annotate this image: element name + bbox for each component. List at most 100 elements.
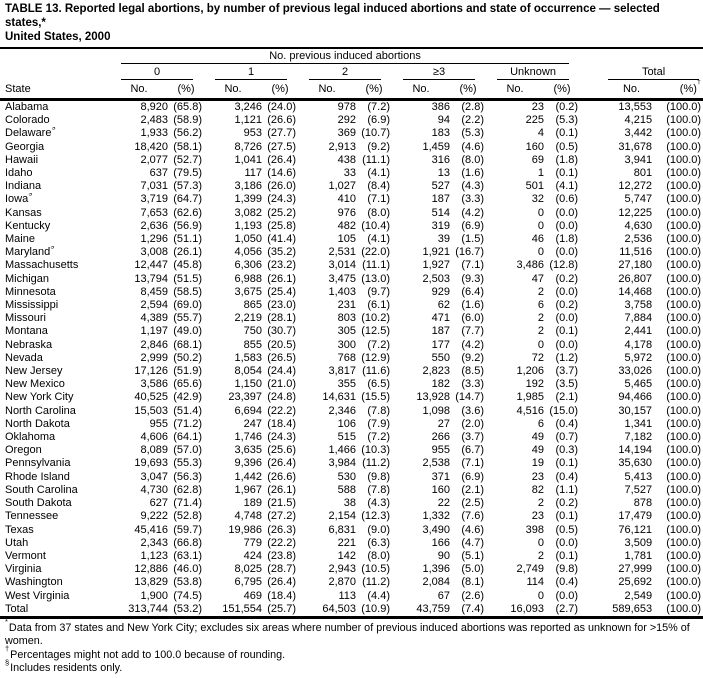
num-cell: 231 xyxy=(337,299,356,312)
num-cell: 300 xyxy=(337,338,356,351)
num-cell: 4,606 xyxy=(140,431,168,444)
num-cell: 166 xyxy=(431,536,450,549)
pct-cell: (7.2) xyxy=(367,101,390,113)
pct-cell: (7.1) xyxy=(367,193,390,206)
num-cell: 2 xyxy=(537,325,544,338)
num-cell: 768 xyxy=(337,351,356,364)
pct-cell: (11.2) xyxy=(362,576,390,589)
num-cell: 1 xyxy=(537,167,544,180)
num-cell: 13,829 xyxy=(134,576,168,589)
pct-cell: (0.0) xyxy=(555,338,579,351)
table-row: Missouri 4,389 (55.7) 2,219 (28.1) 803 (10.2) 4… xyxy=(0,312,703,325)
pct-cell: (24.3) xyxy=(267,431,296,444)
pct-cell: (63.1) xyxy=(173,549,202,562)
pct-cell: (25.6) xyxy=(267,444,296,457)
spanner-row: No. previous induced abortions xyxy=(0,49,703,64)
num-cell: 105 xyxy=(337,233,356,246)
pct-cell: (0.0) xyxy=(555,536,579,549)
num-cell: 1,121 xyxy=(234,114,262,127)
pct-cell: (0.2) xyxy=(555,272,579,285)
pct-cell: (10.5) xyxy=(361,563,390,576)
num-cell: 3,442 xyxy=(624,127,653,140)
num-cell: 1,206 xyxy=(516,365,544,378)
pct-cell: (18.4) xyxy=(267,417,296,430)
num-cell: 1,583 xyxy=(234,351,262,364)
num-cell: 0 xyxy=(537,246,544,259)
pct-cell: (49.0) xyxy=(173,325,202,338)
num-cell: 1,933 xyxy=(140,127,168,140)
pct-cell: (100.0) xyxy=(666,153,702,166)
table-row: Nevada 2,999 (50.2) 1,583 (26.5) 768 (12.9) 550… xyxy=(0,352,703,365)
pct-cell: (100.0) xyxy=(666,127,702,140)
state-cell: New York City xyxy=(5,391,74,404)
num-cell: 1,396 xyxy=(422,563,450,576)
pct-cell: (57.0) xyxy=(173,444,202,457)
num-cell: 67 xyxy=(437,589,450,602)
num-cell: 7,653 xyxy=(140,206,168,219)
pct-cell: (100.0) xyxy=(666,180,702,193)
num-cell: 12,447 xyxy=(134,259,168,272)
table-row: Montana 1,197 (49.0) 750 (30.7) 305 (12.5) 187 (… xyxy=(0,325,703,338)
num-cell: 113 xyxy=(338,589,356,602)
pct-cell: (79.5) xyxy=(173,167,202,180)
pct-cell: (22.0) xyxy=(361,246,390,259)
pct-cell: (11.1) xyxy=(362,153,390,166)
state-cell: Vermont xyxy=(5,549,46,562)
num-cell: 3,475 xyxy=(328,272,356,285)
pct-cell: (0.0) xyxy=(555,206,579,219)
pct-cell: (6.5) xyxy=(367,378,390,391)
state-cell: Maine xyxy=(5,233,35,246)
num-cell: 3,008 xyxy=(140,246,168,259)
num-cell: 4 xyxy=(537,127,544,140)
state-cell: Mississippi xyxy=(5,299,59,312)
pct-cell: (3.7) xyxy=(555,365,579,378)
num-cell: 588 xyxy=(337,483,356,496)
pct-cell: (2.8) xyxy=(461,101,484,113)
pct-cell: (3.3) xyxy=(461,378,484,391)
num-cell: 6,795 xyxy=(234,576,262,589)
state-cell: Nebraska xyxy=(5,338,53,351)
pct-cell: (18.4) xyxy=(267,589,296,602)
pct-cell: (42.9) xyxy=(173,391,202,404)
pct-cell: (5.3) xyxy=(555,114,579,127)
num-cell: 515 xyxy=(337,431,356,444)
num-cell: 16,093 xyxy=(510,602,544,615)
state-cell: New Jersey xyxy=(5,365,63,378)
num-cell: 192 xyxy=(525,378,544,391)
state-cell: Kentucky xyxy=(5,219,51,232)
table-row: Virginia 12,886 (46.0) 8,025 (28.7) 2,943 (10.… xyxy=(0,563,703,576)
num-cell: 23 xyxy=(531,470,544,483)
pct-header-ge3: (%) xyxy=(459,83,477,95)
pct-cell: (2.6) xyxy=(461,589,484,602)
num-cell: 72 xyxy=(531,351,544,364)
num-cell: 46 xyxy=(531,233,544,246)
num-cell: 1,900 xyxy=(140,589,168,602)
pct-header-0: (%) xyxy=(177,83,195,95)
table-title-line1: TABLE 13. Reported legal abortions, by n… xyxy=(5,3,660,29)
pct-cell: (26.4) xyxy=(267,153,296,166)
table-row: Vermont 1,123 (63.1) 424 (23.8) 142 (8.0) 90 (5.… xyxy=(0,550,703,563)
state-cell: Iowa§ xyxy=(0,193,110,206)
num-cell: 955 xyxy=(149,417,168,430)
pct-cell: (100.0) xyxy=(666,589,702,602)
pct-cell: (45.8) xyxy=(173,259,202,272)
pct-cell: (58.5) xyxy=(173,285,202,298)
pct-cell: (0.0) xyxy=(555,285,579,298)
num-cell: 2,503 xyxy=(422,272,450,285)
num-cell: 978 xyxy=(337,101,356,113)
dagger-footnote-marker: † xyxy=(696,80,702,87)
num-cell: 369 xyxy=(337,127,356,140)
num-cell: 4,630 xyxy=(624,219,653,232)
group-row: 0 1 2 ≥3 Unknown Total xyxy=(0,64,703,80)
num-cell: 23 xyxy=(531,510,544,523)
num-cell: 187 xyxy=(431,325,450,338)
num-cell: 19,693 xyxy=(134,457,168,470)
pct-cell: (1.8) xyxy=(555,233,579,246)
pct-cell: (100.0) xyxy=(666,404,702,417)
group-label-total: Total xyxy=(608,64,700,80)
num-cell: 3,758 xyxy=(624,299,653,312)
num-cell: 221 xyxy=(337,536,356,549)
pct-cell: (5.1) xyxy=(461,549,484,562)
pct-cell: (62.8) xyxy=(173,483,202,496)
pct-cell: (100.0) xyxy=(666,299,702,312)
